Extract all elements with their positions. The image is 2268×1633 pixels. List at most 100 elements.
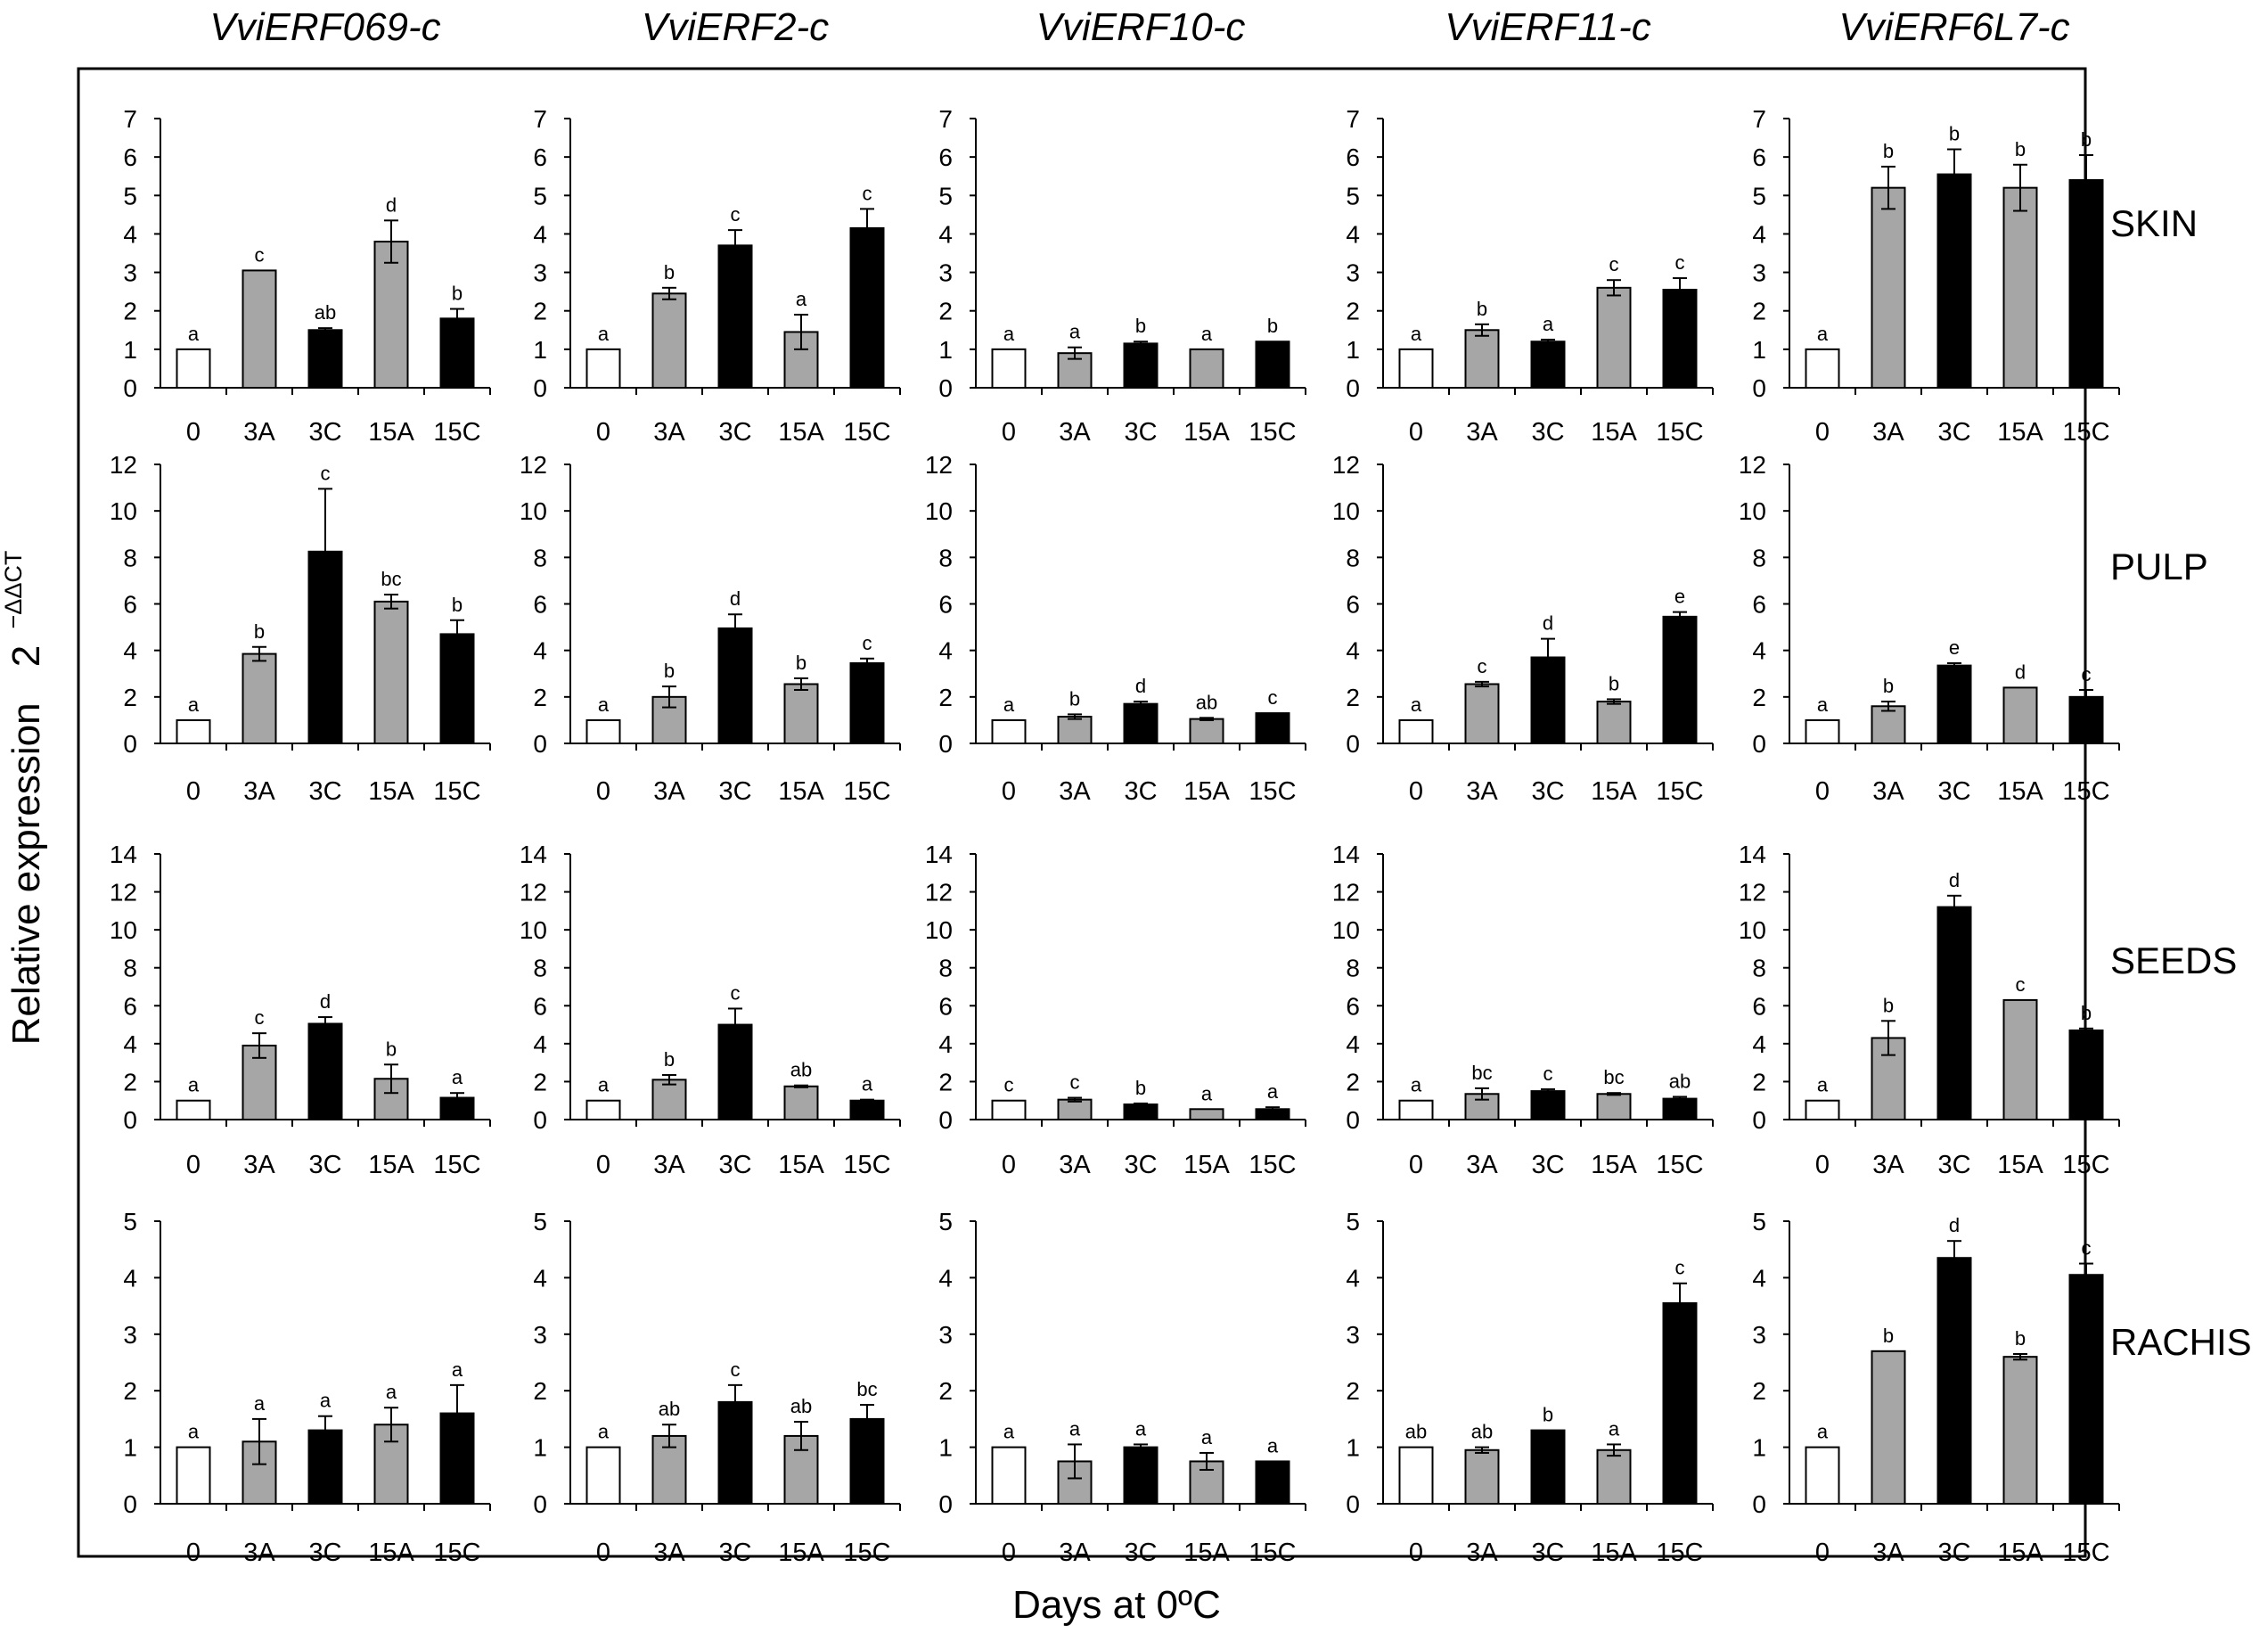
x-tick-label-0: 0 xyxy=(186,777,201,806)
x-tick-label-15a: 15A xyxy=(1591,418,1637,447)
bar-0 xyxy=(585,348,621,390)
x-tick-label-15c: 15C xyxy=(433,418,480,447)
significance-letter-15a: a xyxy=(1201,1082,1213,1104)
y-tick-label: 10 xyxy=(110,916,137,944)
bar-3c xyxy=(1123,1446,1159,1505)
y-tick-label: 8 xyxy=(1346,544,1360,571)
y-tick-label: 6 xyxy=(938,992,953,1020)
y-tick-label: 4 xyxy=(533,1264,547,1292)
x-tick-label-0: 0 xyxy=(596,777,610,806)
bar-15c xyxy=(2068,1274,2104,1505)
bar-3a xyxy=(1057,1098,1093,1121)
y-tick-label: 5 xyxy=(533,182,547,209)
x-tick-label-0: 0 xyxy=(596,418,610,447)
y-tick-label: 14 xyxy=(1332,841,1360,868)
y-tick-label: 10 xyxy=(1739,916,1766,944)
x-tick-label-15a: 15A xyxy=(778,1539,824,1567)
x-tick-label-3c: 3C xyxy=(308,1151,341,1179)
significance-letter-15a: b xyxy=(386,1038,397,1060)
bar-15c xyxy=(1662,288,1698,389)
x-tick-label-3c: 3C xyxy=(718,1539,751,1567)
bar-3a xyxy=(1871,705,1906,744)
significance-letter-15c: a xyxy=(1267,1434,1279,1457)
y-tick-label: 10 xyxy=(925,916,953,944)
x-tick-label-3c: 3C xyxy=(1124,777,1157,806)
significance-letter-3a: b xyxy=(254,620,265,643)
panel-pulp-vvierf11-c: 0 2 4 6 8 10 12 0 a 3A c 3C d 15A b 15C e xyxy=(1332,451,1714,806)
bar-15a xyxy=(1596,286,1632,390)
bar-3a xyxy=(1464,329,1500,389)
y-tick-label: 12 xyxy=(925,879,953,907)
x-tick-label-3c: 3C xyxy=(1531,418,1564,447)
significance-letter-15a: a xyxy=(386,1381,397,1403)
y-tick-label: 4 xyxy=(1346,1264,1360,1292)
x-tick-label-3a: 3A xyxy=(653,418,685,447)
significance-letter-3c: a xyxy=(1543,313,1554,335)
x-tick-label-3a: 3A xyxy=(1059,418,1091,447)
bar-0 xyxy=(176,1446,211,1505)
y-tick-label: 8 xyxy=(938,544,953,571)
y-tick-label: 12 xyxy=(1739,879,1766,907)
bar-3a xyxy=(242,269,277,389)
significance-letter-15c: b xyxy=(2081,1002,2092,1024)
x-tick-label-0: 0 xyxy=(1815,418,1830,447)
x-tick-label-15c: 15C xyxy=(1656,1539,1703,1567)
y-tick-label: 0 xyxy=(1346,374,1360,402)
significance-letter-15a: b xyxy=(2015,1327,2026,1350)
x-tick-label-0: 0 xyxy=(596,1151,610,1179)
y-axis-title-superscript: −ΔΔCT xyxy=(0,551,27,629)
x-tick-label-15a: 15A xyxy=(1183,777,1230,806)
y-tick-label: 2 xyxy=(938,684,953,711)
y-tick-label: 12 xyxy=(520,451,547,479)
y-tick-label: 4 xyxy=(1346,1030,1360,1058)
y-tick-label: 10 xyxy=(520,497,547,525)
y-tick-label: 4 xyxy=(1752,637,1766,665)
y-tick-label: 6 xyxy=(1346,992,1360,1020)
significance-letter-0: a xyxy=(1003,693,1015,716)
bar-15a xyxy=(783,683,819,744)
x-tick-label-3c: 3C xyxy=(1531,777,1564,806)
x-tick-label-3c: 3C xyxy=(1531,1539,1564,1567)
significance-letter-15c: c xyxy=(1675,251,1685,274)
panel-seeds-vvierf11-c: 0 2 4 6 8 10 12 14 0 a 3A bc 3C c 15A bc 15C ab xyxy=(1332,841,1714,1179)
tissue-label-rachis: RACHIS xyxy=(2110,1321,2252,1363)
bar-15c xyxy=(1255,1460,1290,1505)
x-tick-label-0: 0 xyxy=(596,1539,610,1567)
y-tick-label: 4 xyxy=(533,1030,547,1058)
bar-3a xyxy=(242,652,277,744)
significance-letter-3c: a xyxy=(1135,1417,1147,1440)
y-tick-label: 10 xyxy=(520,916,547,944)
panel-skin-vvierf10-c: 0 1 2 3 4 5 6 7 0 a 3A a 3C b 15A a 15C b xyxy=(938,105,1306,447)
y-tick-label: 6 xyxy=(123,591,137,619)
significance-letter-0: a xyxy=(1817,693,1829,716)
y-tick-label: 0 xyxy=(1752,374,1766,402)
significance-letter-15c: c xyxy=(2082,1237,2092,1260)
x-tick-label-15a: 15A xyxy=(778,1151,824,1179)
y-tick-label: 3 xyxy=(533,1321,547,1349)
y-tick-label: 6 xyxy=(123,144,137,171)
x-tick-label-3a: 3A xyxy=(243,777,275,806)
panel-rachis-vvierf2-c: 0 1 2 3 4 5 0 a 3A ab 3C c 15A ab 15C bc xyxy=(533,1208,901,1567)
significance-letter-3a: ab xyxy=(1471,1421,1493,1443)
bar-15c xyxy=(1255,712,1290,745)
x-tick-label-3c: 3C xyxy=(1124,418,1157,447)
x-tick-label-3c: 3C xyxy=(1531,1151,1564,1179)
x-tick-label-15a: 15A xyxy=(368,418,414,447)
y-tick-label: 8 xyxy=(533,544,547,571)
y-tick-label: 3 xyxy=(1346,1321,1360,1349)
significance-letter-3a: c xyxy=(255,243,265,266)
y-tick-label: 0 xyxy=(938,730,953,758)
bar-3a xyxy=(1871,186,1906,389)
significance-letter-0: a xyxy=(188,1421,200,1443)
y-tick-label: 5 xyxy=(938,182,953,209)
bar-15a xyxy=(2002,186,2038,389)
bar-0 xyxy=(991,1099,1027,1120)
y-tick-label: 1 xyxy=(938,336,953,364)
significance-letter-15c: c xyxy=(1675,1257,1685,1279)
significance-letter-3c: d xyxy=(730,587,741,610)
bar-15c xyxy=(439,317,475,390)
significance-letter-3a: b xyxy=(664,1048,675,1071)
y-tick-label: 14 xyxy=(520,841,547,868)
significance-letter-15c: b xyxy=(452,283,463,305)
bar-0 xyxy=(176,348,211,390)
